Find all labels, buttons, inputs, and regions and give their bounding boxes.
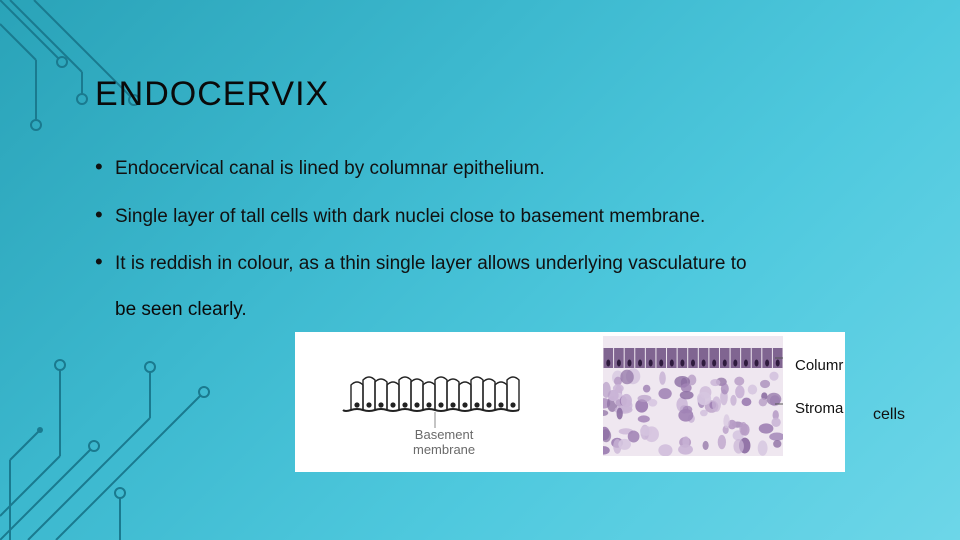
bullet-item: Endocervical canal is lined by columnar … [95,156,930,182]
slide-title: ENDOCERVIX [95,75,930,114]
annotation-columnar: Columr [795,357,843,374]
figure-panel: Basementmembrane [295,332,845,472]
circuit-bottom-left [0,310,260,540]
bullet-item: Single layer of tall cells with dark nuc… [95,204,930,230]
bullet-list: Endocervical canal is lined by columnar … [95,156,930,277]
bullet-continuation: be seen clearly. [95,299,930,321]
bullet-item: It is reddish in colour, as a thin singl… [95,251,930,277]
basement-membrane-label: Basementmembrane [413,428,475,458]
micrograph-panel [603,336,783,456]
annotation-stroma: Stroma [795,400,843,417]
annotation-cells: cells [873,406,905,424]
